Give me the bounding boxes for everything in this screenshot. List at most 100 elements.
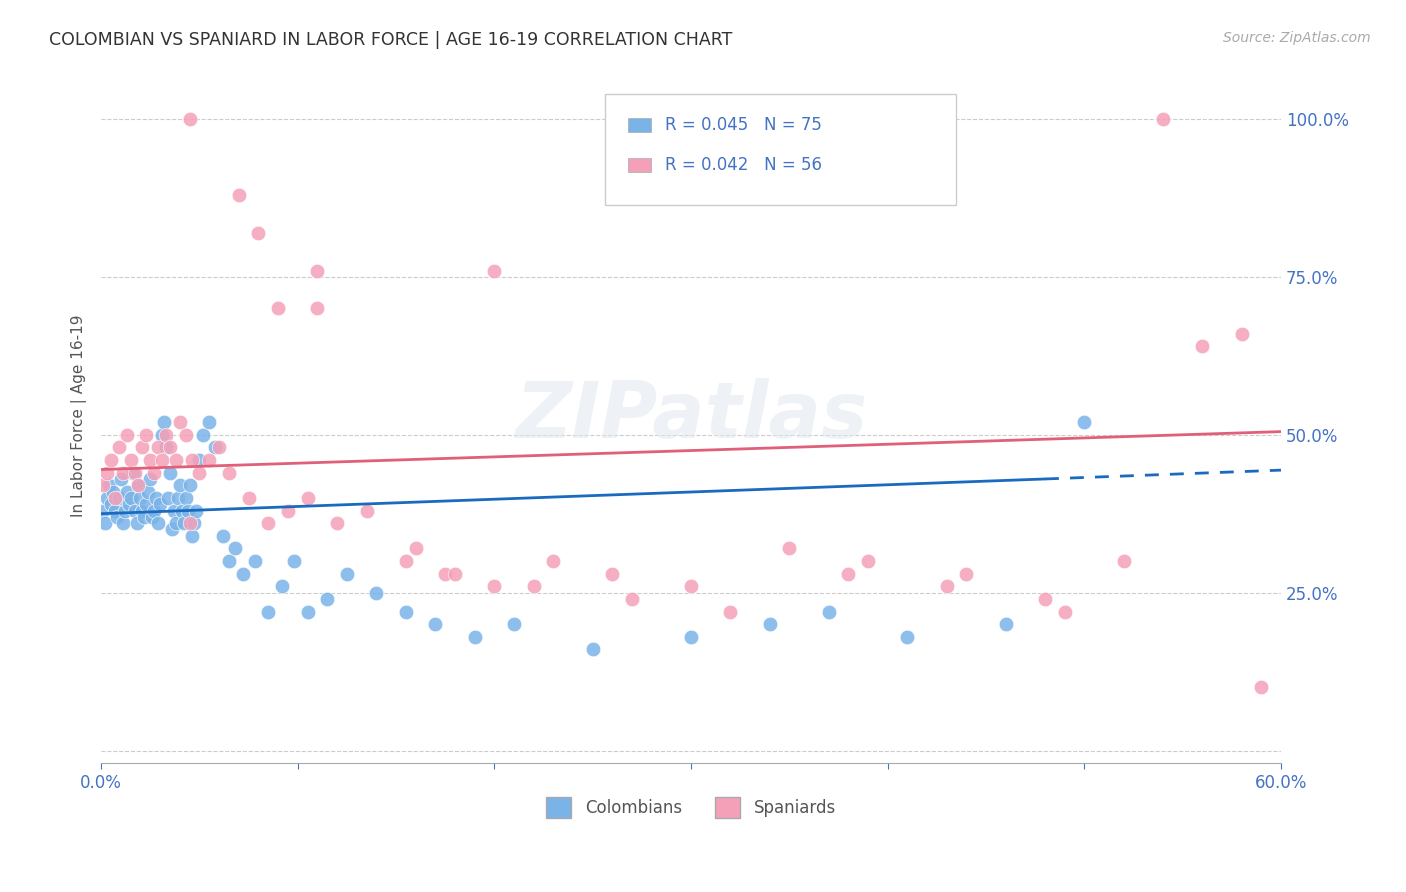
Point bbox=[124, 503, 146, 517]
Point bbox=[484, 579, 506, 593]
Point bbox=[464, 630, 486, 644]
Text: COLOMBIAN VS SPANIARD IN LABOR FORCE | AGE 16-19 CORRELATION CHART: COLOMBIAN VS SPANIARD IN LABOR FORCE | A… bbox=[49, 31, 733, 49]
Point bbox=[159, 466, 181, 480]
Point bbox=[100, 497, 122, 511]
Point bbox=[297, 491, 319, 505]
Point bbox=[204, 441, 226, 455]
Text: R = 0.045   N = 75: R = 0.045 N = 75 bbox=[665, 116, 823, 134]
Point bbox=[267, 301, 290, 316]
Point bbox=[758, 617, 780, 632]
Point bbox=[356, 503, 378, 517]
Point bbox=[139, 453, 162, 467]
Point bbox=[100, 453, 122, 467]
Point bbox=[434, 566, 457, 581]
Point bbox=[228, 187, 250, 202]
Point bbox=[108, 491, 131, 505]
Point bbox=[247, 226, 270, 240]
Point bbox=[1073, 415, 1095, 429]
Point bbox=[718, 605, 741, 619]
Text: R = 0.042   N = 56: R = 0.042 N = 56 bbox=[665, 156, 823, 174]
Point bbox=[543, 554, 565, 568]
Point bbox=[165, 453, 187, 467]
Text: Source: ZipAtlas.com: Source: ZipAtlas.com bbox=[1223, 31, 1371, 45]
Point bbox=[166, 491, 188, 505]
Point bbox=[935, 579, 957, 593]
Point bbox=[523, 579, 546, 593]
Point bbox=[135, 427, 157, 442]
Point bbox=[297, 605, 319, 619]
Point bbox=[104, 503, 127, 517]
Point bbox=[193, 427, 215, 442]
Point bbox=[837, 566, 859, 581]
Point bbox=[224, 541, 246, 556]
Point bbox=[283, 554, 305, 568]
Point bbox=[208, 441, 231, 455]
Point bbox=[155, 441, 177, 455]
Point bbox=[135, 497, 157, 511]
Legend: Colombians, Spaniards: Colombians, Spaniards bbox=[540, 790, 842, 824]
Point bbox=[896, 630, 918, 644]
Point bbox=[121, 466, 143, 480]
Point bbox=[679, 630, 702, 644]
Point bbox=[124, 466, 146, 480]
Point bbox=[101, 484, 124, 499]
Point bbox=[111, 516, 134, 531]
Point bbox=[366, 585, 388, 599]
Point bbox=[153, 415, 176, 429]
Point bbox=[1112, 554, 1135, 568]
Point bbox=[336, 566, 359, 581]
Point bbox=[243, 554, 266, 568]
Point bbox=[98, 478, 121, 492]
Point bbox=[174, 491, 197, 505]
Point bbox=[150, 427, 173, 442]
Point bbox=[271, 579, 294, 593]
Point bbox=[1230, 326, 1253, 341]
Point bbox=[115, 484, 138, 499]
Point bbox=[1250, 681, 1272, 695]
Point bbox=[212, 529, 235, 543]
Point bbox=[856, 554, 879, 568]
Point bbox=[1191, 339, 1213, 353]
Point bbox=[136, 484, 159, 499]
Point bbox=[91, 503, 114, 517]
Point bbox=[198, 453, 221, 467]
Point bbox=[139, 472, 162, 486]
Point bbox=[198, 415, 221, 429]
Point bbox=[118, 497, 141, 511]
Point bbox=[111, 466, 134, 480]
Point bbox=[817, 605, 839, 619]
Point bbox=[108, 441, 131, 455]
Point bbox=[257, 605, 280, 619]
Point bbox=[257, 516, 280, 531]
Point bbox=[105, 509, 128, 524]
Point bbox=[125, 516, 148, 531]
Point bbox=[232, 566, 254, 581]
Point bbox=[170, 503, 193, 517]
Point bbox=[955, 566, 977, 581]
Point bbox=[218, 466, 240, 480]
Point bbox=[218, 554, 240, 568]
Point bbox=[582, 642, 605, 657]
Point bbox=[155, 427, 177, 442]
Point bbox=[179, 112, 201, 126]
Point bbox=[188, 453, 211, 467]
Point bbox=[188, 466, 211, 480]
Point bbox=[994, 617, 1017, 632]
Point bbox=[129, 491, 152, 505]
Point bbox=[91, 478, 114, 492]
Y-axis label: In Labor Force | Age 16-19: In Labor Force | Age 16-19 bbox=[72, 315, 87, 517]
Point bbox=[160, 523, 183, 537]
Point bbox=[277, 503, 299, 517]
Point bbox=[1033, 591, 1056, 606]
Point bbox=[179, 516, 201, 531]
Point bbox=[679, 579, 702, 593]
Point bbox=[180, 529, 202, 543]
Point bbox=[405, 541, 427, 556]
Point bbox=[165, 516, 187, 531]
Point bbox=[778, 541, 800, 556]
Point bbox=[104, 491, 127, 505]
Point bbox=[131, 503, 153, 517]
Point bbox=[395, 554, 418, 568]
Text: ZIPatlas: ZIPatlas bbox=[515, 378, 868, 454]
Point bbox=[179, 478, 201, 492]
